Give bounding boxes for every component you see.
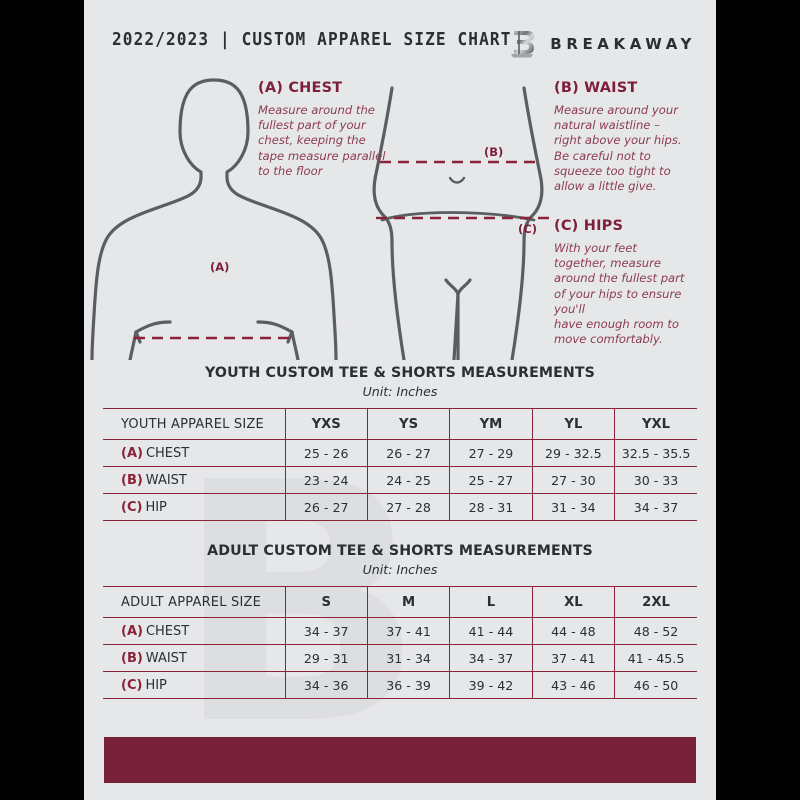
adult-waist-m: 31 - 34 <box>366 644 450 672</box>
youth-row-label-waist: (B) WAIST <box>103 466 285 494</box>
page-header: 2022/2023 | CUSTOM APPAREL SIZE CHART <box>84 28 716 62</box>
row-tag: (A) <box>121 445 143 461</box>
table-row: (A) CHEST 34 - 37 37 - 41 41 - 44 44 - 48… <box>103 617 697 645</box>
adult-waist-2xl: 41 - 45.5 <box>614 644 697 672</box>
measurement-diagrams: (A) (B) (C) (A) CHEST Measure around the… <box>84 70 716 360</box>
callout-hips: (C) HIPS With your feet together, measur… <box>554 218 710 347</box>
callout-waist-body: Measure around your natural waistline – … <box>554 103 682 194</box>
row-tag: (C) <box>121 677 143 693</box>
adult-waist-xl: 37 - 41 <box>531 644 615 672</box>
adult-table-unit: Unit: Inches <box>362 562 438 577</box>
youth-chest-ym: 27 - 29 <box>449 439 533 467</box>
adult-hip-xl: 43 - 46 <box>531 671 615 699</box>
table-header-row: YOUTH APPAREL SIZE YXS YS YM YL YXL <box>103 408 697 440</box>
marker-label-b: (B) <box>484 145 504 159</box>
row-name: WAIST <box>145 472 187 488</box>
adult-size-col-1: M <box>366 586 450 618</box>
row-name: CHEST <box>145 623 190 639</box>
youth-chest-yxl: 32.5 - 35.5 <box>614 439 697 467</box>
youth-hip-ys: 27 - 28 <box>366 493 450 521</box>
youth-waist-ym: 25 - 27 <box>449 466 533 494</box>
adult-size-table: ADULT APPAREL SIZE S M L XL 2XL (A) CHEST… <box>103 586 697 699</box>
breakaway-b-logo-icon <box>511 31 535 58</box>
youth-size-table-block: YOUTH CUSTOM TEE & SHORTS MEASUREMENTS U… <box>84 365 716 521</box>
row-name: CHEST <box>145 445 190 461</box>
adult-size-col-0: S <box>284 586 368 618</box>
row-name: HIP <box>145 677 167 693</box>
marker-label-c: (C) <box>518 222 537 236</box>
callout-hips-title: (C) HIPS <box>554 218 624 234</box>
adult-size-table-block: ADULT CUSTOM TEE & SHORTS MEASUREMENTS U… <box>84 543 716 699</box>
page-title: 2022/2023 | CUSTOM APPAREL SIZE CHART <box>112 30 512 50</box>
marker-label-a: (A) <box>210 260 230 274</box>
youth-chest-yxs: 25 - 26 <box>284 439 368 467</box>
adult-chest-l: 41 - 44 <box>449 617 533 645</box>
callout-chest-title: (A) CHEST <box>258 80 343 96</box>
adult-hip-m: 36 - 39 <box>366 671 450 699</box>
body-figures-svg <box>90 78 552 360</box>
youth-waist-yl: 27 - 30 <box>531 466 615 494</box>
youth-size-col-1: YS <box>366 408 450 440</box>
youth-size-label: YOUTH APPAREL SIZE <box>103 408 285 440</box>
youth-chest-ys: 26 - 27 <box>366 439 450 467</box>
youth-row-label-chest: (A) CHEST <box>103 439 285 467</box>
brand-name: BREAKAWAY <box>550 35 696 53</box>
adult-size-label: ADULT APPAREL SIZE <box>103 586 285 618</box>
row-name: WAIST <box>145 650 187 666</box>
row-name: HIP <box>145 499 167 515</box>
adult-row-label-hip: (C) HIP <box>103 671 285 699</box>
callout-chest: (A) CHEST Measure around the fullest par… <box>258 80 408 179</box>
youth-table-title: YOUTH CUSTOM TEE & SHORTS MEASUREMENTS <box>205 365 595 381</box>
youth-waist-yxs: 23 - 24 <box>284 466 368 494</box>
adult-size-col-2: L <box>449 586 533 618</box>
adult-table-title: ADULT CUSTOM TEE & SHORTS MEASUREMENTS <box>207 543 593 559</box>
youth-hip-yxl: 34 - 37 <box>614 493 697 521</box>
callout-hips-body: With your feet together, measure around … <box>554 241 685 347</box>
row-tag: (C) <box>121 499 143 515</box>
adult-chest-2xl: 48 - 52 <box>614 617 697 645</box>
footer-bar <box>104 737 696 783</box>
table-row: (C) HIP 34 - 36 36 - 39 39 - 42 43 - 46 4… <box>103 671 697 699</box>
adult-hip-2xl: 46 - 50 <box>614 671 697 699</box>
brand-lockup: BREAKAWAY <box>507 28 696 60</box>
adult-chest-m: 37 - 41 <box>366 617 450 645</box>
callout-waist: (B) WAIST Measure around your natural wa… <box>554 80 706 194</box>
adult-waist-s: 29 - 31 <box>284 644 368 672</box>
table-row: (B) WAIST 23 - 24 24 - 25 25 - 27 27 - 30… <box>103 466 697 494</box>
youth-size-col-3: YL <box>531 408 615 440</box>
table-row: (C) HIP 26 - 27 27 - 28 28 - 31 31 - 34 3… <box>103 493 697 521</box>
youth-size-col-0: YXS <box>284 408 368 440</box>
youth-waist-ys: 24 - 25 <box>366 466 450 494</box>
adult-size-col-3: XL <box>531 586 615 618</box>
youth-hip-yl: 31 - 34 <box>531 493 615 521</box>
youth-hip-yxs: 26 - 27 <box>284 493 368 521</box>
adult-waist-l: 34 - 37 <box>449 644 533 672</box>
adult-size-col-4: 2XL <box>614 586 697 618</box>
row-tag: (B) <box>121 472 143 488</box>
youth-size-col-4: YXL <box>614 408 697 440</box>
row-tag: (A) <box>121 623 143 639</box>
size-chart-page: B 2022/2023 | CUSTOM APPAREL SIZE CHART <box>84 0 716 800</box>
adult-hip-s: 34 - 36 <box>284 671 368 699</box>
adult-chest-s: 34 - 37 <box>284 617 368 645</box>
adult-row-label-waist: (B) WAIST <box>103 644 285 672</box>
callout-waist-title: (B) WAIST <box>554 80 638 96</box>
youth-table-unit: Unit: Inches <box>362 384 438 399</box>
youth-chest-yl: 29 - 32.5 <box>531 439 615 467</box>
adult-chest-xl: 44 - 48 <box>531 617 615 645</box>
callout-chest-body: Measure around the fullest part of your … <box>258 103 386 178</box>
youth-waist-yxl: 30 - 33 <box>614 466 697 494</box>
table-row: (B) WAIST 29 - 31 31 - 34 34 - 37 37 - 41… <box>103 644 697 672</box>
row-tag: (B) <box>121 650 143 666</box>
adult-hip-l: 39 - 42 <box>449 671 533 699</box>
table-header-row: ADULT APPAREL SIZE S M L XL 2XL <box>103 586 697 618</box>
adult-row-label-chest: (A) CHEST <box>103 617 285 645</box>
youth-size-col-2: YM <box>449 408 533 440</box>
youth-row-label-hip: (C) HIP <box>103 493 285 521</box>
youth-hip-ym: 28 - 31 <box>449 493 533 521</box>
table-row: (A) CHEST 25 - 26 26 - 27 27 - 29 29 - 32… <box>103 439 697 467</box>
youth-size-table: YOUTH APPAREL SIZE YXS YS YM YL YXL (A) C… <box>103 408 697 521</box>
